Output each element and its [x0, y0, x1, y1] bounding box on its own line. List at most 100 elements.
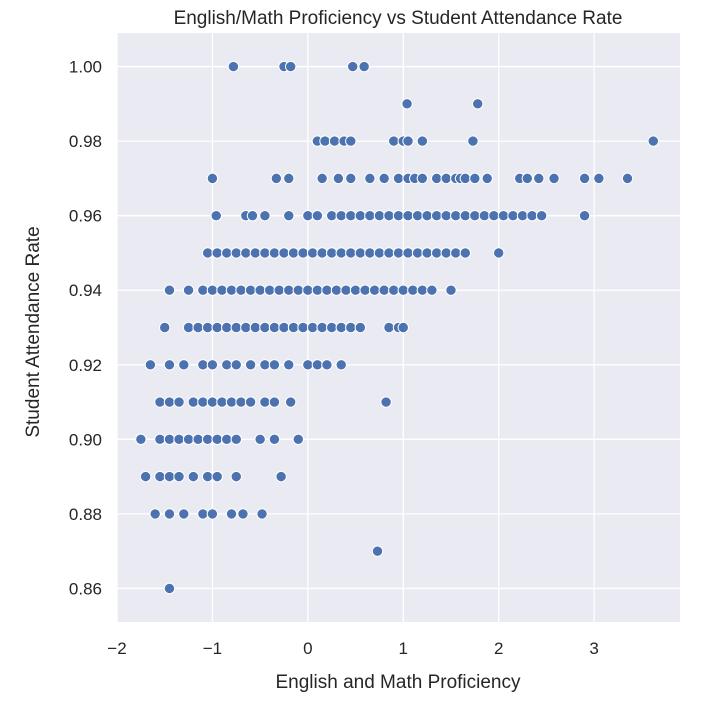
y-axis-label: Student Attendance Rate — [23, 226, 44, 437]
data-point — [516, 209, 529, 222]
data-point — [533, 172, 545, 185]
data-point — [254, 433, 266, 446]
data-point — [364, 247, 376, 259]
data-point — [149, 508, 161, 520]
data-point — [206, 396, 219, 408]
data-point — [163, 582, 176, 595]
data-point — [182, 321, 195, 334]
data-point — [459, 247, 471, 259]
data-point — [392, 172, 405, 185]
data-point — [159, 321, 171, 334]
data-point — [364, 209, 376, 222]
data-point — [335, 321, 347, 334]
data-point — [440, 172, 452, 185]
data-point — [593, 172, 605, 185]
data-point — [445, 284, 457, 296]
data-point — [380, 396, 392, 408]
data-point — [302, 359, 314, 371]
data-point — [230, 247, 242, 259]
data-point — [292, 284, 305, 296]
data-point — [244, 396, 257, 408]
data-point — [259, 396, 271, 408]
data-point — [521, 172, 534, 185]
data-point — [421, 209, 433, 222]
data-point — [163, 508, 176, 520]
data-point — [326, 209, 338, 222]
data-point — [206, 284, 219, 296]
data-point — [647, 135, 659, 147]
data-point — [335, 247, 347, 259]
data-point — [283, 359, 295, 371]
data-point — [235, 396, 247, 408]
data-point — [268, 396, 281, 408]
data-point — [178, 508, 190, 520]
data-point — [371, 545, 384, 557]
data-point — [388, 284, 400, 296]
data-point — [201, 321, 214, 334]
data-point — [210, 209, 222, 222]
data-point — [163, 433, 176, 446]
data-point — [187, 396, 200, 408]
data-point — [345, 135, 357, 147]
data-point — [402, 247, 414, 259]
data-point — [481, 172, 493, 185]
data-point — [383, 321, 395, 334]
data-point — [411, 247, 424, 259]
data-point — [354, 321, 367, 334]
data-point — [249, 321, 262, 334]
data-point — [316, 321, 328, 334]
data-point — [321, 284, 333, 296]
data-point — [373, 209, 386, 222]
data-point — [197, 359, 209, 371]
data-point — [197, 284, 209, 296]
data-point — [284, 60, 297, 73]
data-point — [221, 247, 233, 259]
data-point — [216, 284, 228, 296]
data-point — [268, 433, 281, 446]
data-point — [358, 60, 370, 73]
data-point — [411, 209, 424, 222]
data-point — [135, 433, 147, 446]
data-point — [340, 284, 352, 296]
data-point — [249, 247, 262, 259]
data-point — [426, 284, 438, 296]
data-point — [216, 396, 228, 408]
data-point — [163, 359, 176, 371]
data-point — [401, 98, 413, 110]
data-point — [259, 321, 271, 334]
data-point — [392, 247, 405, 259]
data-point — [345, 172, 357, 185]
data-point — [197, 396, 209, 408]
data-point — [416, 172, 429, 185]
data-point — [345, 321, 357, 334]
data-point — [211, 470, 223, 483]
data-point — [328, 135, 341, 147]
data-point — [259, 247, 271, 259]
data-point — [440, 209, 452, 222]
data-point — [173, 470, 185, 483]
data-point — [402, 135, 414, 147]
data-point — [440, 247, 452, 259]
data-point — [268, 359, 281, 371]
data-point — [383, 209, 395, 222]
data-point — [621, 172, 634, 185]
data-point — [388, 135, 400, 147]
data-point — [321, 359, 333, 371]
data-point — [397, 321, 409, 334]
data-point — [201, 433, 214, 446]
chart-title: English/Math Proficiency vs Student Atte… — [174, 8, 623, 29]
data-point — [283, 284, 295, 296]
data-point — [275, 470, 287, 483]
y-tick-label: 0.98 — [69, 132, 102, 151]
data-point — [139, 470, 152, 483]
data-point — [259, 209, 271, 222]
x-tick-label: 0 — [303, 639, 312, 658]
x-tick-label: 1 — [399, 639, 408, 658]
y-tick-labels: 0.86 0.88 0.90 0.92 0.94 0.96 0.98 1.00 — [69, 58, 102, 599]
data-point — [306, 247, 319, 259]
data-point — [507, 209, 519, 222]
data-point — [270, 172, 283, 185]
data-point — [383, 247, 395, 259]
data-point — [256, 508, 268, 520]
data-point — [407, 284, 419, 296]
